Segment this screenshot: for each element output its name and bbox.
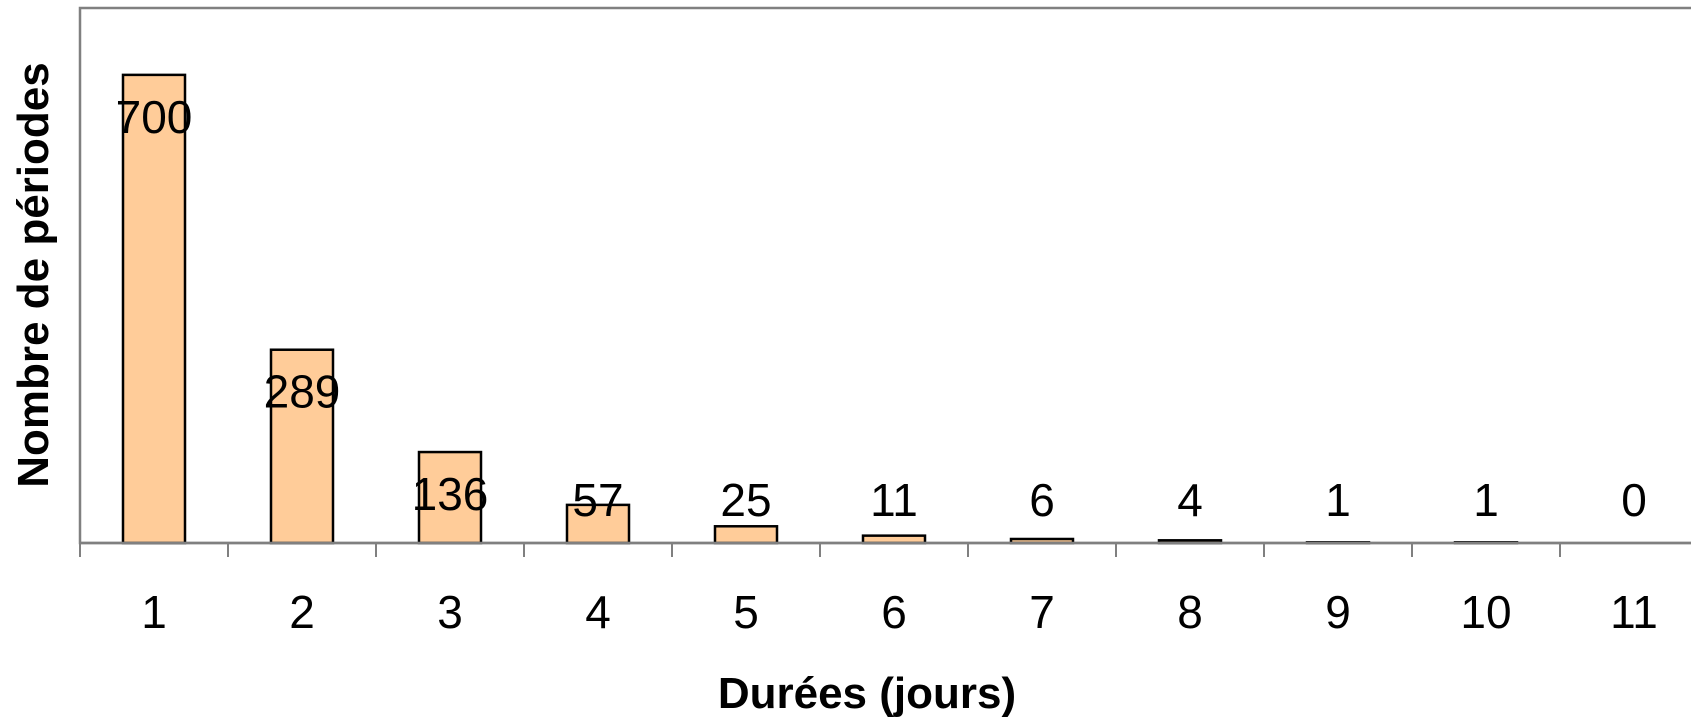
x-axis-tick-label: 10 bbox=[1460, 586, 1511, 638]
x-axis-title: Durées (jours) bbox=[718, 669, 1016, 718]
bar-data-label: 25 bbox=[720, 474, 771, 526]
x-axis-tick-label: 8 bbox=[1177, 586, 1203, 638]
x-axis-tick-label: 7 bbox=[1029, 586, 1055, 638]
x-axis-tick-label: 11 bbox=[1610, 586, 1658, 638]
bar-data-label: 700 bbox=[116, 91, 193, 143]
bar bbox=[713, 525, 779, 545]
bar-data-label: 1 bbox=[1325, 474, 1351, 526]
bar-data-label: 6 bbox=[1029, 474, 1055, 526]
bar-data-label: 57 bbox=[572, 474, 623, 526]
x-axis-tick-label: 2 bbox=[289, 586, 315, 638]
bar-data-label: 11 bbox=[870, 474, 918, 526]
bar bbox=[121, 73, 187, 545]
bar bbox=[417, 450, 483, 545]
x-axis-tick-label: 5 bbox=[733, 586, 759, 638]
x-axis-tick-label: 1 bbox=[141, 586, 167, 638]
plot-area-frame bbox=[78, 6, 1691, 545]
bar-data-label: 4 bbox=[1177, 474, 1203, 526]
x-axis-tick-label: 9 bbox=[1325, 586, 1351, 638]
bar-data-label: 136 bbox=[412, 468, 489, 520]
x-axis-tick-labels-group: 1 2 3 4 5 6 7 8 9 10 11 bbox=[141, 586, 1658, 638]
bar-data-label: 289 bbox=[264, 366, 341, 418]
bar-data-label: 0 bbox=[1621, 474, 1647, 526]
x-axis-ticks-group bbox=[79, 543, 1561, 557]
x-axis-tick-label: 3 bbox=[437, 586, 463, 638]
x-axis-tick-label: 6 bbox=[881, 586, 907, 638]
x-axis-tick-label: 4 bbox=[585, 586, 611, 638]
bar-data-label: 1 bbox=[1473, 474, 1499, 526]
y-axis-title: Nombre de périodes bbox=[9, 62, 58, 487]
